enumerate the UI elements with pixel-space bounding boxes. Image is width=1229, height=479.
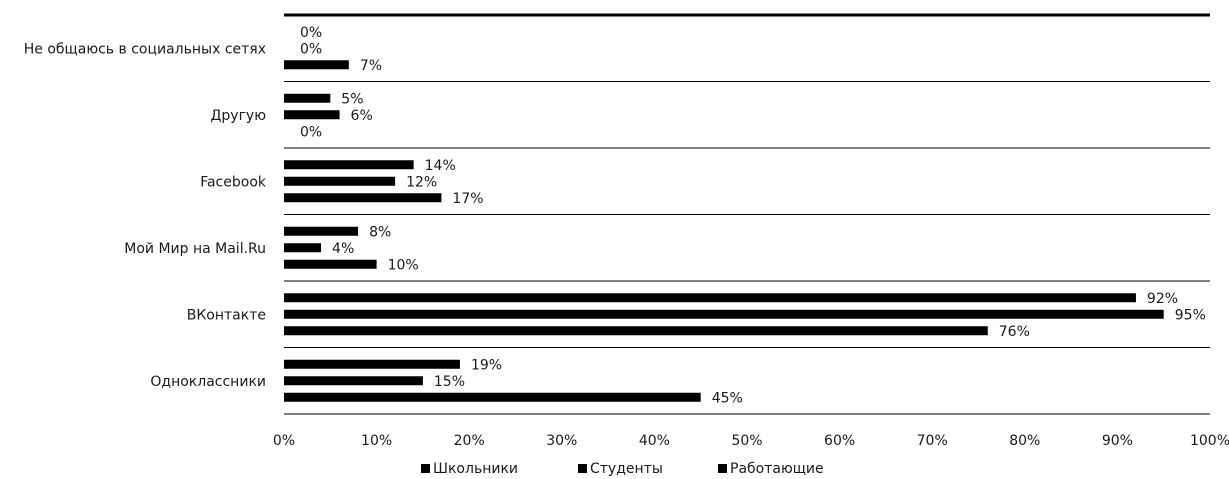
value-label: 14% <box>425 158 456 174</box>
x-tick-label: 60% <box>824 433 855 449</box>
legend-swatch <box>578 464 587 473</box>
legend-label: Студенты <box>590 461 663 477</box>
x-tick-label: 50% <box>731 433 762 449</box>
x-axis-ticks: 0% 10% 20% 30% 40% 50% 60% 70% 80% 90% 100% <box>273 433 1229 449</box>
bar <box>284 110 340 120</box>
bar <box>284 243 322 253</box>
value-labels: 0%0%7%5%6%0%14%12%17%8%4%10%92%95%76%19%… <box>300 25 1206 407</box>
bar <box>284 376 423 386</box>
bar <box>284 326 988 336</box>
value-label: 0% <box>300 124 322 140</box>
x-tick-label: 30% <box>546 433 577 449</box>
bars <box>284 60 1164 402</box>
bar <box>284 60 349 70</box>
legend-swatch <box>421 464 430 473</box>
bar <box>284 309 1164 319</box>
value-label: 10% <box>388 257 419 273</box>
x-tick-label: 70% <box>917 433 948 449</box>
bar <box>284 293 1136 303</box>
value-label: 95% <box>1175 307 1206 323</box>
x-tick-label: 0% <box>273 433 295 449</box>
bar <box>284 359 460 369</box>
x-tick-label: 40% <box>639 433 670 449</box>
value-label: 7% <box>360 58 382 74</box>
value-label: 4% <box>332 241 354 257</box>
category-label: Одноклассники <box>150 374 266 390</box>
value-label: 8% <box>369 224 391 240</box>
bar <box>284 93 331 103</box>
value-label: 92% <box>1147 291 1178 307</box>
category-separators <box>284 13 1210 415</box>
value-label: 0% <box>300 41 322 57</box>
x-tick-label: 10% <box>361 433 392 449</box>
category-label: Мой Мир на Mail.Ru <box>124 241 266 257</box>
bar <box>284 392 701 402</box>
x-tick-label: 90% <box>1102 433 1133 449</box>
value-label: 12% <box>406 174 437 190</box>
category-label: Не общаюсь в социальных сетях <box>24 41 266 57</box>
x-tick-label: 20% <box>454 433 485 449</box>
category-label: Facebook <box>200 174 267 190</box>
category-label: Другую <box>210 108 266 124</box>
value-label: 15% <box>434 374 465 390</box>
bar <box>284 259 377 269</box>
legend-label: Работающие <box>730 461 824 477</box>
bar <box>284 226 359 236</box>
value-label: 76% <box>999 324 1030 340</box>
bar <box>284 176 396 186</box>
legend-swatch <box>718 464 727 473</box>
bar <box>284 193 442 203</box>
value-label: 0% <box>300 25 322 41</box>
x-tick-label: 80% <box>1009 433 1040 449</box>
x-tick-label: 100% <box>1190 433 1229 449</box>
value-label: 17% <box>452 191 483 207</box>
value-label: 5% <box>341 91 363 107</box>
category-label: ВКонтакте <box>187 307 266 323</box>
category-labels: Не общаюсь в социальных сетях Другую Faceb… <box>24 41 267 390</box>
legend-label: Школьники <box>433 461 518 477</box>
value-label: 45% <box>712 390 743 406</box>
value-label: 19% <box>471 357 502 373</box>
legend: Школьники Студенты Работающие <box>421 461 824 477</box>
bar <box>284 160 414 170</box>
value-label: 6% <box>351 108 373 124</box>
